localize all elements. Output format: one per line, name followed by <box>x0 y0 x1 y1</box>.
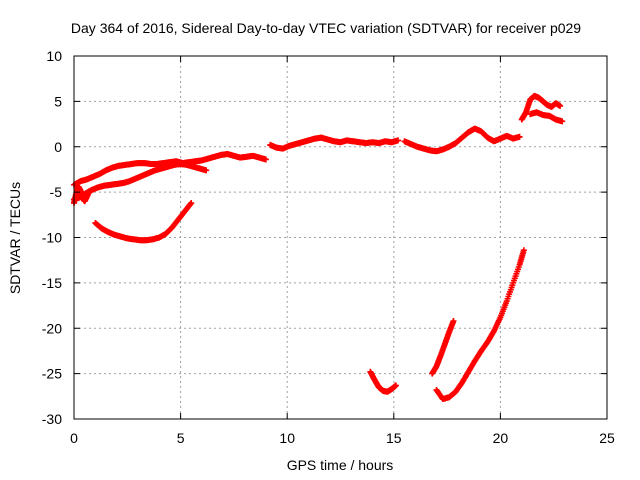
data-point <box>516 133 523 140</box>
y-tick-label: 10 <box>46 48 62 64</box>
x-tick-label: 5 <box>177 430 185 446</box>
data-point <box>557 102 564 109</box>
chart-title: Day 364 of 2016, Sidereal Day-to-day VTE… <box>71 20 581 36</box>
y-tick-label: -25 <box>42 366 62 382</box>
x-tick-label: 20 <box>493 430 509 446</box>
y-tick-label: 5 <box>54 93 62 109</box>
y-tick-label: -30 <box>42 411 62 427</box>
data-point <box>520 247 527 254</box>
y-tick-label: -20 <box>42 320 62 336</box>
x-tick-label: 0 <box>70 430 78 446</box>
y-tick-label: -15 <box>42 275 62 291</box>
x-axis-label: GPS time / hours <box>287 457 394 473</box>
y-tick-label: -5 <box>50 184 63 200</box>
data-marks <box>71 92 566 403</box>
y-tick-label: -10 <box>42 230 62 246</box>
data-point <box>450 317 457 324</box>
data-point <box>203 167 210 174</box>
data-point <box>395 137 402 144</box>
x-tick-label: 10 <box>279 430 295 446</box>
x-tick-label: 25 <box>599 430 615 446</box>
y-axis-label: SDTVAR / TECUs <box>7 182 23 294</box>
data-point <box>262 156 269 163</box>
data-point <box>559 118 566 125</box>
axis-ticks: 0 5 10 15 20 25 -30 -25 -20 -15 -10 -5 0 5 10 <box>42 48 615 446</box>
y-tick-label: 0 <box>54 139 62 155</box>
data-point <box>85 189 92 196</box>
grid <box>74 56 607 419</box>
data-point <box>392 382 399 389</box>
data-point <box>188 200 195 207</box>
x-tick-label: 15 <box>386 430 402 446</box>
